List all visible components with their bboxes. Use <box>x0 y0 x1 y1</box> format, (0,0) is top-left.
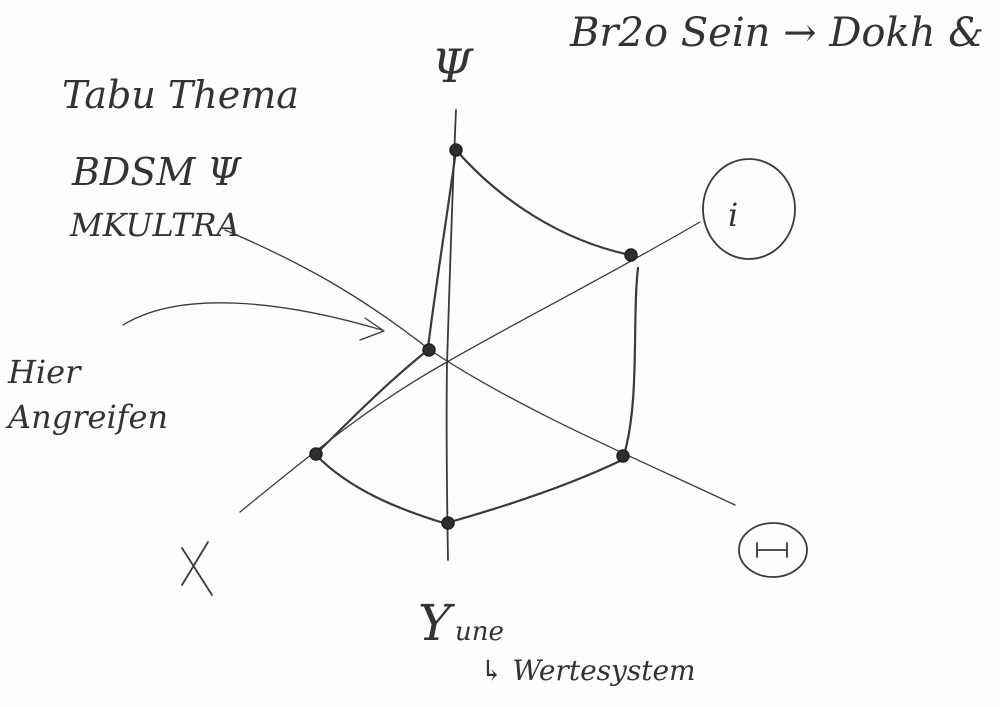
note-tabu-thema: Tabu Thema <box>62 73 299 117</box>
y-axis-label: Y <box>418 594 455 652</box>
note-hier: Hier <box>7 353 82 391</box>
i-axis-label: i <box>728 196 738 234</box>
h-circle <box>738 522 808 578</box>
hexagon-edge-bottom-right <box>448 458 624 524</box>
x-axis-label-glyph <box>181 541 213 596</box>
node-x <box>309 447 323 461</box>
attack-arrow <box>122 302 383 331</box>
node-attack <box>422 343 436 357</box>
note-mkultra: MKULTRA <box>69 206 240 244</box>
node-h <box>616 449 630 463</box>
title-text: Br2o Sein → Dokh & <box>569 10 984 56</box>
node-psi <box>449 143 463 157</box>
attack-arrow-head <box>359 317 385 341</box>
psi-axis-label: Ψ <box>432 39 474 93</box>
psi-y-axis <box>445 109 457 561</box>
node-i <box>624 248 638 262</box>
x-i-axis <box>239 221 701 513</box>
hexagon-edge-right <box>622 266 640 457</box>
y-axis-suffix: une <box>455 617 504 647</box>
note-bdsm: BDSM Ψ <box>71 150 242 194</box>
h-glyph <box>756 542 788 558</box>
node-y <box>441 516 455 530</box>
hexagon-edge-left <box>314 348 430 456</box>
i-circle <box>702 158 796 260</box>
mk-h-axis <box>224 229 736 506</box>
hexagon-edge-top-right <box>454 148 632 257</box>
hexagon-edge-top-left <box>426 148 458 350</box>
note-angreifen: Angreifen <box>5 398 168 436</box>
y-axis-subtitle: ↳ Wertesystem <box>480 654 696 687</box>
hexagon-edge-bottom-left <box>314 453 449 526</box>
